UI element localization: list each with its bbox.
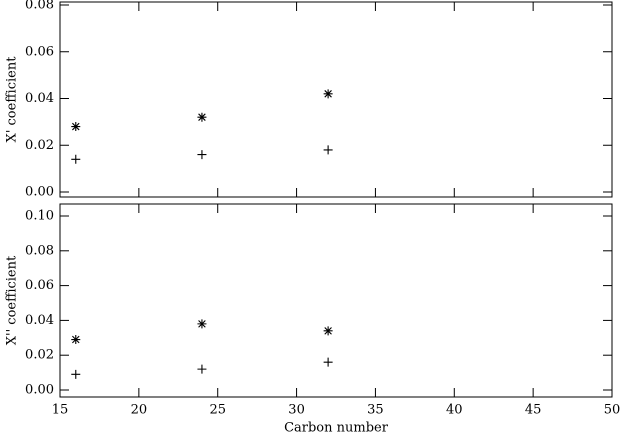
y-tick-label: 0.04	[25, 313, 54, 328]
y-tick-label: 0.06	[25, 278, 54, 293]
y-axis-label: X'' coefficient	[5, 255, 20, 345]
data-point	[323, 89, 333, 99]
data-point	[197, 364, 207, 374]
plot-frame	[59, 1, 613, 198]
y-axis-label: X' coefficient	[5, 56, 20, 143]
x-axis-label: Carbon number	[284, 421, 389, 434]
y-tick-label: 0.06	[25, 44, 54, 59]
data-point	[71, 154, 81, 164]
y-tick-label: 0.08	[25, 243, 54, 258]
y-tick-label: 0.04	[25, 91, 54, 106]
x-tick-label: 15	[52, 403, 69, 418]
data-point	[71, 335, 81, 345]
data-point	[323, 326, 333, 336]
y-tick-label: 0.00	[25, 383, 54, 398]
data-point	[197, 319, 207, 329]
x-tick-label: 40	[446, 403, 463, 418]
data-point	[71, 122, 81, 132]
x-tick-label: 45	[525, 403, 542, 418]
data-point	[197, 150, 207, 160]
y-tick-label: 0.10	[25, 209, 54, 224]
x-tick-label: 50	[604, 403, 620, 418]
x-tick-label: 30	[288, 403, 305, 418]
y-tick-label: 0.00	[25, 185, 54, 200]
data-point	[197, 112, 207, 122]
x-tick-label: 25	[209, 403, 226, 418]
x-tick-label: 35	[367, 403, 384, 418]
y-tick-label: 0.08	[25, 0, 54, 13]
data-point	[71, 369, 81, 379]
plot-frame	[59, 203, 613, 398]
y-tick-label: 0.02	[25, 348, 54, 363]
data-point	[323, 357, 333, 367]
data-point	[323, 145, 333, 155]
x-tick-label: 20	[131, 403, 148, 418]
y-tick-label: 0.02	[25, 138, 54, 153]
